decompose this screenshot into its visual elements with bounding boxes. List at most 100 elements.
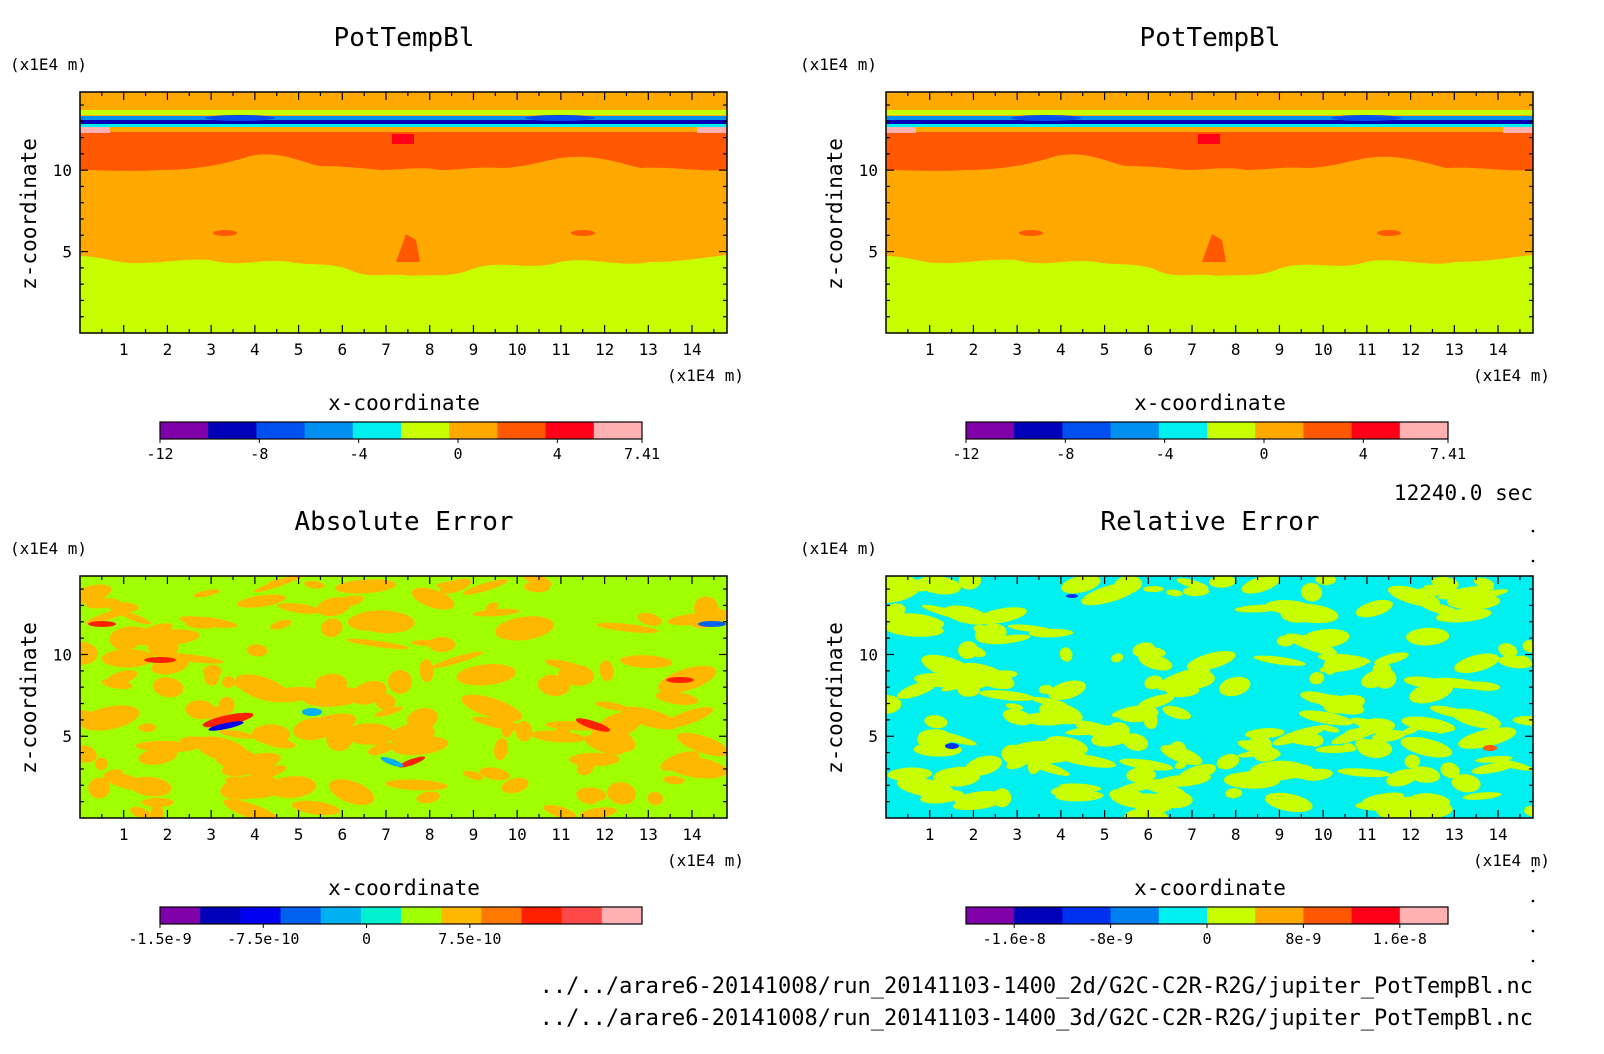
- colorbar-segment: [401, 422, 450, 439]
- colorbar-segment: [1158, 907, 1208, 924]
- x-tick-label: 1: [925, 825, 935, 844]
- plot-frame: [885, 91, 1534, 334]
- colorbar-tick-label: -4: [350, 445, 368, 463]
- panel-title: PotTempBl: [334, 23, 475, 53]
- x-tick-label: 4: [250, 340, 260, 359]
- edge-dots: [1531, 529, 1535, 963]
- colorbar-segment: [481, 907, 522, 924]
- colorbar-4: -1.6e-8 -8e-9 0 8e-9 1.6e-8: [965, 906, 1449, 948]
- colorbar-tick-label: 7.41: [1430, 445, 1466, 463]
- colorbar-segment: [160, 907, 201, 924]
- panel-1: PotTempBl (x1E4 m) (x1E4 m) x-coordinate…: [10, 23, 744, 415]
- colorbar-tick-label: 1.6e-8: [1373, 930, 1427, 948]
- x-tick-label: 6: [1143, 825, 1153, 844]
- panel-title: Absolute Error: [294, 507, 513, 537]
- x-tick-label: 13: [1445, 340, 1464, 359]
- colorbar-segment: [966, 907, 1015, 924]
- colorbar-segment: [320, 907, 362, 924]
- x-tick-label: 2: [163, 340, 173, 359]
- x-tick-label: 14: [1488, 825, 1507, 844]
- colorbar-segment: [240, 907, 281, 924]
- colorbar-segment: [1158, 422, 1208, 439]
- x-tick-label: 10: [1314, 825, 1333, 844]
- x-tick-label: 6: [337, 825, 347, 844]
- colorbar-tick-label: -12: [146, 445, 173, 463]
- plot-frame: [79, 575, 728, 819]
- x-tick-label: 5: [294, 340, 304, 359]
- colorbar-segment: [1062, 907, 1112, 924]
- x-tick-label: 2: [969, 825, 979, 844]
- colorbar-segment: [1351, 907, 1401, 924]
- colorbar-tick-label: -8e-9: [1088, 930, 1133, 948]
- x-unit-label: (x1E4 m): [1473, 851, 1550, 870]
- x-tick-label: 6: [1143, 340, 1153, 359]
- colorbar-segment: [1110, 422, 1160, 439]
- colorbar-frame: [159, 421, 643, 440]
- colorbar-tick-label: 7.41: [624, 445, 660, 463]
- y-tick-label: 5: [868, 727, 878, 746]
- x-tick-label: 11: [551, 825, 570, 844]
- panel-2-field: [886, 92, 1533, 333]
- colorbar-2: -12 -8 -4 0 4 7.41: [952, 421, 1466, 463]
- colorbar-tick-label: 0: [1259, 445, 1268, 463]
- colorbar-segment: [352, 422, 402, 439]
- y-tick-label: 10: [859, 645, 878, 664]
- file-path-2d: ../../arare6-20141008/run_20141103-1400_…: [540, 974, 1533, 999]
- x-tick-label: 10: [508, 825, 527, 844]
- colorbar-segment: [401, 907, 442, 924]
- y-tick-label: 5: [62, 727, 72, 746]
- colorbar-segment: [1014, 907, 1063, 924]
- x-tick-label: 5: [294, 825, 304, 844]
- colorbar-segment: [593, 422, 643, 439]
- x-tick-label: 4: [1056, 825, 1066, 844]
- x-tick-label: 8: [1231, 825, 1241, 844]
- colorbar-tick-label: 8e-9: [1285, 930, 1321, 948]
- x-tick-label: 9: [469, 825, 479, 844]
- y-axis-label: z-coordinate: [17, 622, 41, 774]
- colorbar-segment: [441, 907, 482, 924]
- y-tick-label: 5: [62, 243, 72, 262]
- y-unit-label: (x1E4 m): [800, 539, 877, 558]
- colorbar-tick-label: -8: [250, 445, 268, 463]
- time-label: 12240.0 sec: [1394, 481, 1533, 505]
- x-axis-label: x-coordinate: [1134, 876, 1286, 900]
- colorbar-segment: [1399, 907, 1449, 924]
- colorbar-tick-label: 0: [362, 930, 371, 948]
- x-axis-label: x-coordinate: [1134, 391, 1286, 415]
- x-tick-label: 7: [381, 340, 391, 359]
- x-tick-label: 12: [1401, 340, 1420, 359]
- colorbar-tick-label: -7.5e-10: [227, 930, 299, 948]
- colorbar-frame: [965, 421, 1449, 440]
- x-tick-label: 9: [469, 340, 479, 359]
- x-tick-label: 1: [119, 825, 129, 844]
- x-tick-label: 8: [425, 825, 435, 844]
- x-tick-label: 7: [1187, 825, 1197, 844]
- x-tick-label: 1: [119, 340, 129, 359]
- colorbar-tick-label: -4: [1156, 445, 1174, 463]
- colorbar-tick-label: 4: [1359, 445, 1368, 463]
- y-tick-label: 10: [53, 645, 72, 664]
- x-tick-label: 11: [1357, 340, 1376, 359]
- colorbar-segment: [1014, 422, 1063, 439]
- colorbar-segment: [1303, 422, 1353, 439]
- colorbar-segment: [966, 422, 1015, 439]
- x-unit-label: (x1E4 m): [667, 851, 744, 870]
- x-tick-label: 3: [1012, 825, 1022, 844]
- colorbar-segment: [208, 422, 257, 439]
- colorbar-tick-label: -8: [1056, 445, 1074, 463]
- y-unit-label: (x1E4 m): [800, 55, 877, 74]
- colorbar-tick-label: 7.5e-10: [438, 930, 501, 948]
- x-tick-label: 7: [381, 825, 391, 844]
- x-tick-label: 13: [639, 825, 658, 844]
- y-axis-label: z-coordinate: [823, 622, 847, 774]
- colorbar-segment: [1255, 907, 1304, 924]
- x-axis-label: x-coordinate: [328, 876, 480, 900]
- contour-fields: [80, 92, 1533, 818]
- colorbar-segment: [1207, 907, 1256, 924]
- x-tick-label: 5: [1100, 825, 1110, 844]
- x-tick-label: 12: [595, 340, 614, 359]
